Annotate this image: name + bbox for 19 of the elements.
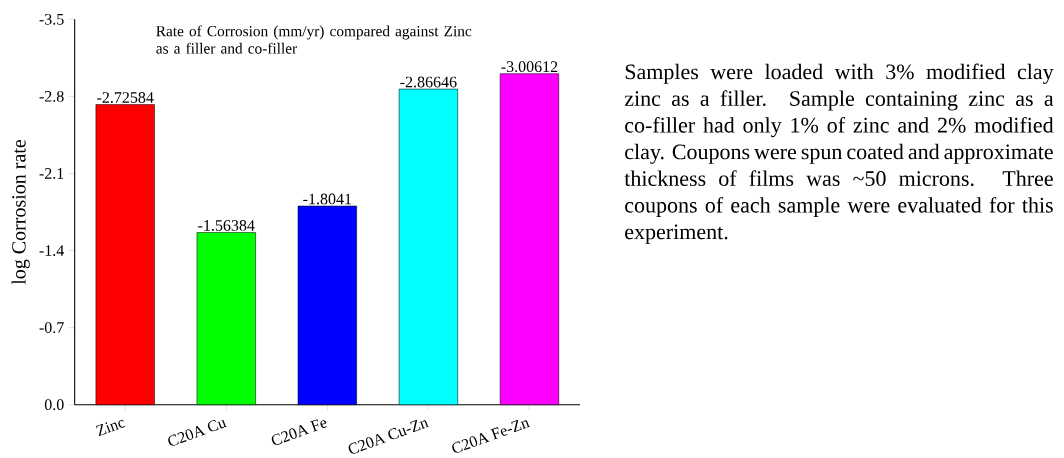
x-tick-label: C20A Cu-Zn	[348, 419, 429, 454]
y-tick-label: -1.4	[39, 245, 65, 256]
text: Samples were loaded with 3% modified clay zinc as a filler. Sample containing zinc as a co-filler had only 1% of zinc and 2% modified clay. Coupons were spun coated and approximate thickness of films was ~50 microns. Three coupons of each sample were evaluated for this experiment.	[624, 63, 1054, 244]
data-label: -2.86646	[400, 76, 457, 88]
text: Rate of Corrosion (mm/yr) compared against Zinc as a filler and co-filler	[156, 25, 472, 54]
x-tick-label: C20A Fe-Zn	[452, 419, 531, 453]
y-tick-label: -2.8	[39, 90, 64, 102]
x-tick-label: C20A Fe	[271, 419, 328, 445]
y-tick-label: 0.0	[44, 399, 64, 411]
y-tick-label: -3.5	[39, 13, 64, 25]
y-tick-label: -2.1	[39, 168, 64, 179]
data-label: -1.56384	[198, 220, 255, 231]
x-tick-label: C20A Cu	[168, 419, 227, 446]
x-tick-label: Zinc	[96, 419, 126, 437]
y-tick-label: -0.7	[39, 322, 64, 334]
data-label: -2.72584	[97, 92, 154, 103]
data-label: -1.8041	[303, 193, 352, 205]
data-label: -3.00612	[501, 61, 558, 73]
y-axis-title: log Corrosion rate	[11, 139, 30, 285]
